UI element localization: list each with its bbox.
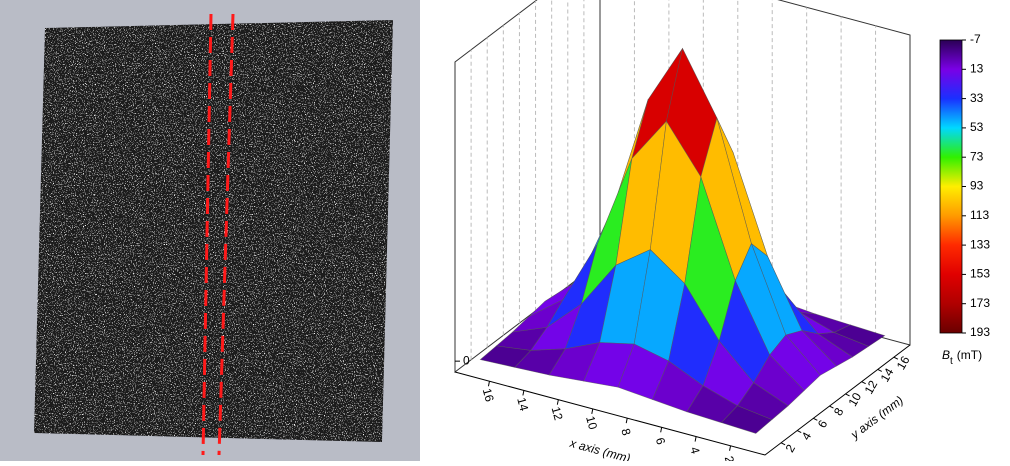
y-tick-label: 6 (815, 417, 831, 430)
colorbar-tick-label: 173 (970, 296, 990, 310)
colorbar-tick-label: -7 (970, 32, 981, 46)
x-tick-label: 12 (549, 405, 566, 422)
y-tick-label: 16 (894, 353, 913, 372)
x-tick (556, 399, 559, 405)
cut-line (201, 13, 213, 456)
y-tick (845, 393, 850, 397)
x-tick (729, 445, 732, 451)
photo (0, 0, 420, 461)
x-tick (591, 408, 594, 414)
y-tick-label: 12 (862, 378, 881, 397)
colorbar-tick-label: 133 (970, 237, 990, 251)
x-tick (625, 418, 628, 424)
y-tick-label: 10 (845, 390, 864, 409)
colorbar-symbol: B (942, 348, 950, 362)
y-tick (861, 381, 866, 385)
x-axis-label: x axis (mm) (567, 436, 631, 461)
axis-line (454, 344, 911, 456)
colorbar-tick-label: 13 (970, 61, 984, 75)
colorbar-unit: (mT) (957, 348, 982, 362)
y-tick-label: 8 (831, 405, 847, 418)
x-tick (694, 436, 697, 442)
z-tick-label: 0 (463, 353, 470, 367)
y-tick-label: 2 (783, 442, 799, 455)
x-tick-label: 16 (480, 387, 497, 404)
colorbar-tick-label: 33 (970, 91, 984, 105)
y-tick (780, 442, 786, 446)
x-tick-label: 2 (722, 455, 737, 461)
x-tick-label: 6 (653, 436, 668, 446)
colorbar-tick-label: 193 (970, 325, 990, 339)
x-tick-label: 10 (583, 414, 600, 431)
colorbar-tick-label: 113 (970, 208, 989, 222)
colorbar-tick-label: 73 (970, 149, 984, 163)
x-tick-label: 14 (514, 396, 531, 413)
surface-patch (720, 405, 773, 434)
x-tick (487, 381, 490, 387)
colorbar-tick-label: 153 (970, 267, 990, 281)
x-tick (660, 427, 663, 433)
y-tick-label: 14 (878, 365, 897, 384)
y-tick (796, 430, 802, 434)
y-tick (877, 368, 883, 372)
y-tick (813, 417, 818, 421)
foam-sample (34, 20, 393, 442)
colorbar (939, 39, 963, 334)
colorbar-tick-label: 53 (970, 120, 984, 134)
x-tick-label: 4 (687, 445, 702, 455)
y-tick (893, 356, 899, 360)
x-tick-label: 8 (618, 427, 633, 437)
x-tick (522, 390, 525, 396)
colorbar-tick-label: 93 (970, 179, 984, 193)
colorbar-subscript: t (950, 356, 953, 367)
y-tick-label: 4 (799, 429, 815, 442)
cut-line (217, 13, 235, 456)
colorbar-label: Bt (mT) (942, 348, 982, 366)
y-tick (829, 405, 834, 409)
